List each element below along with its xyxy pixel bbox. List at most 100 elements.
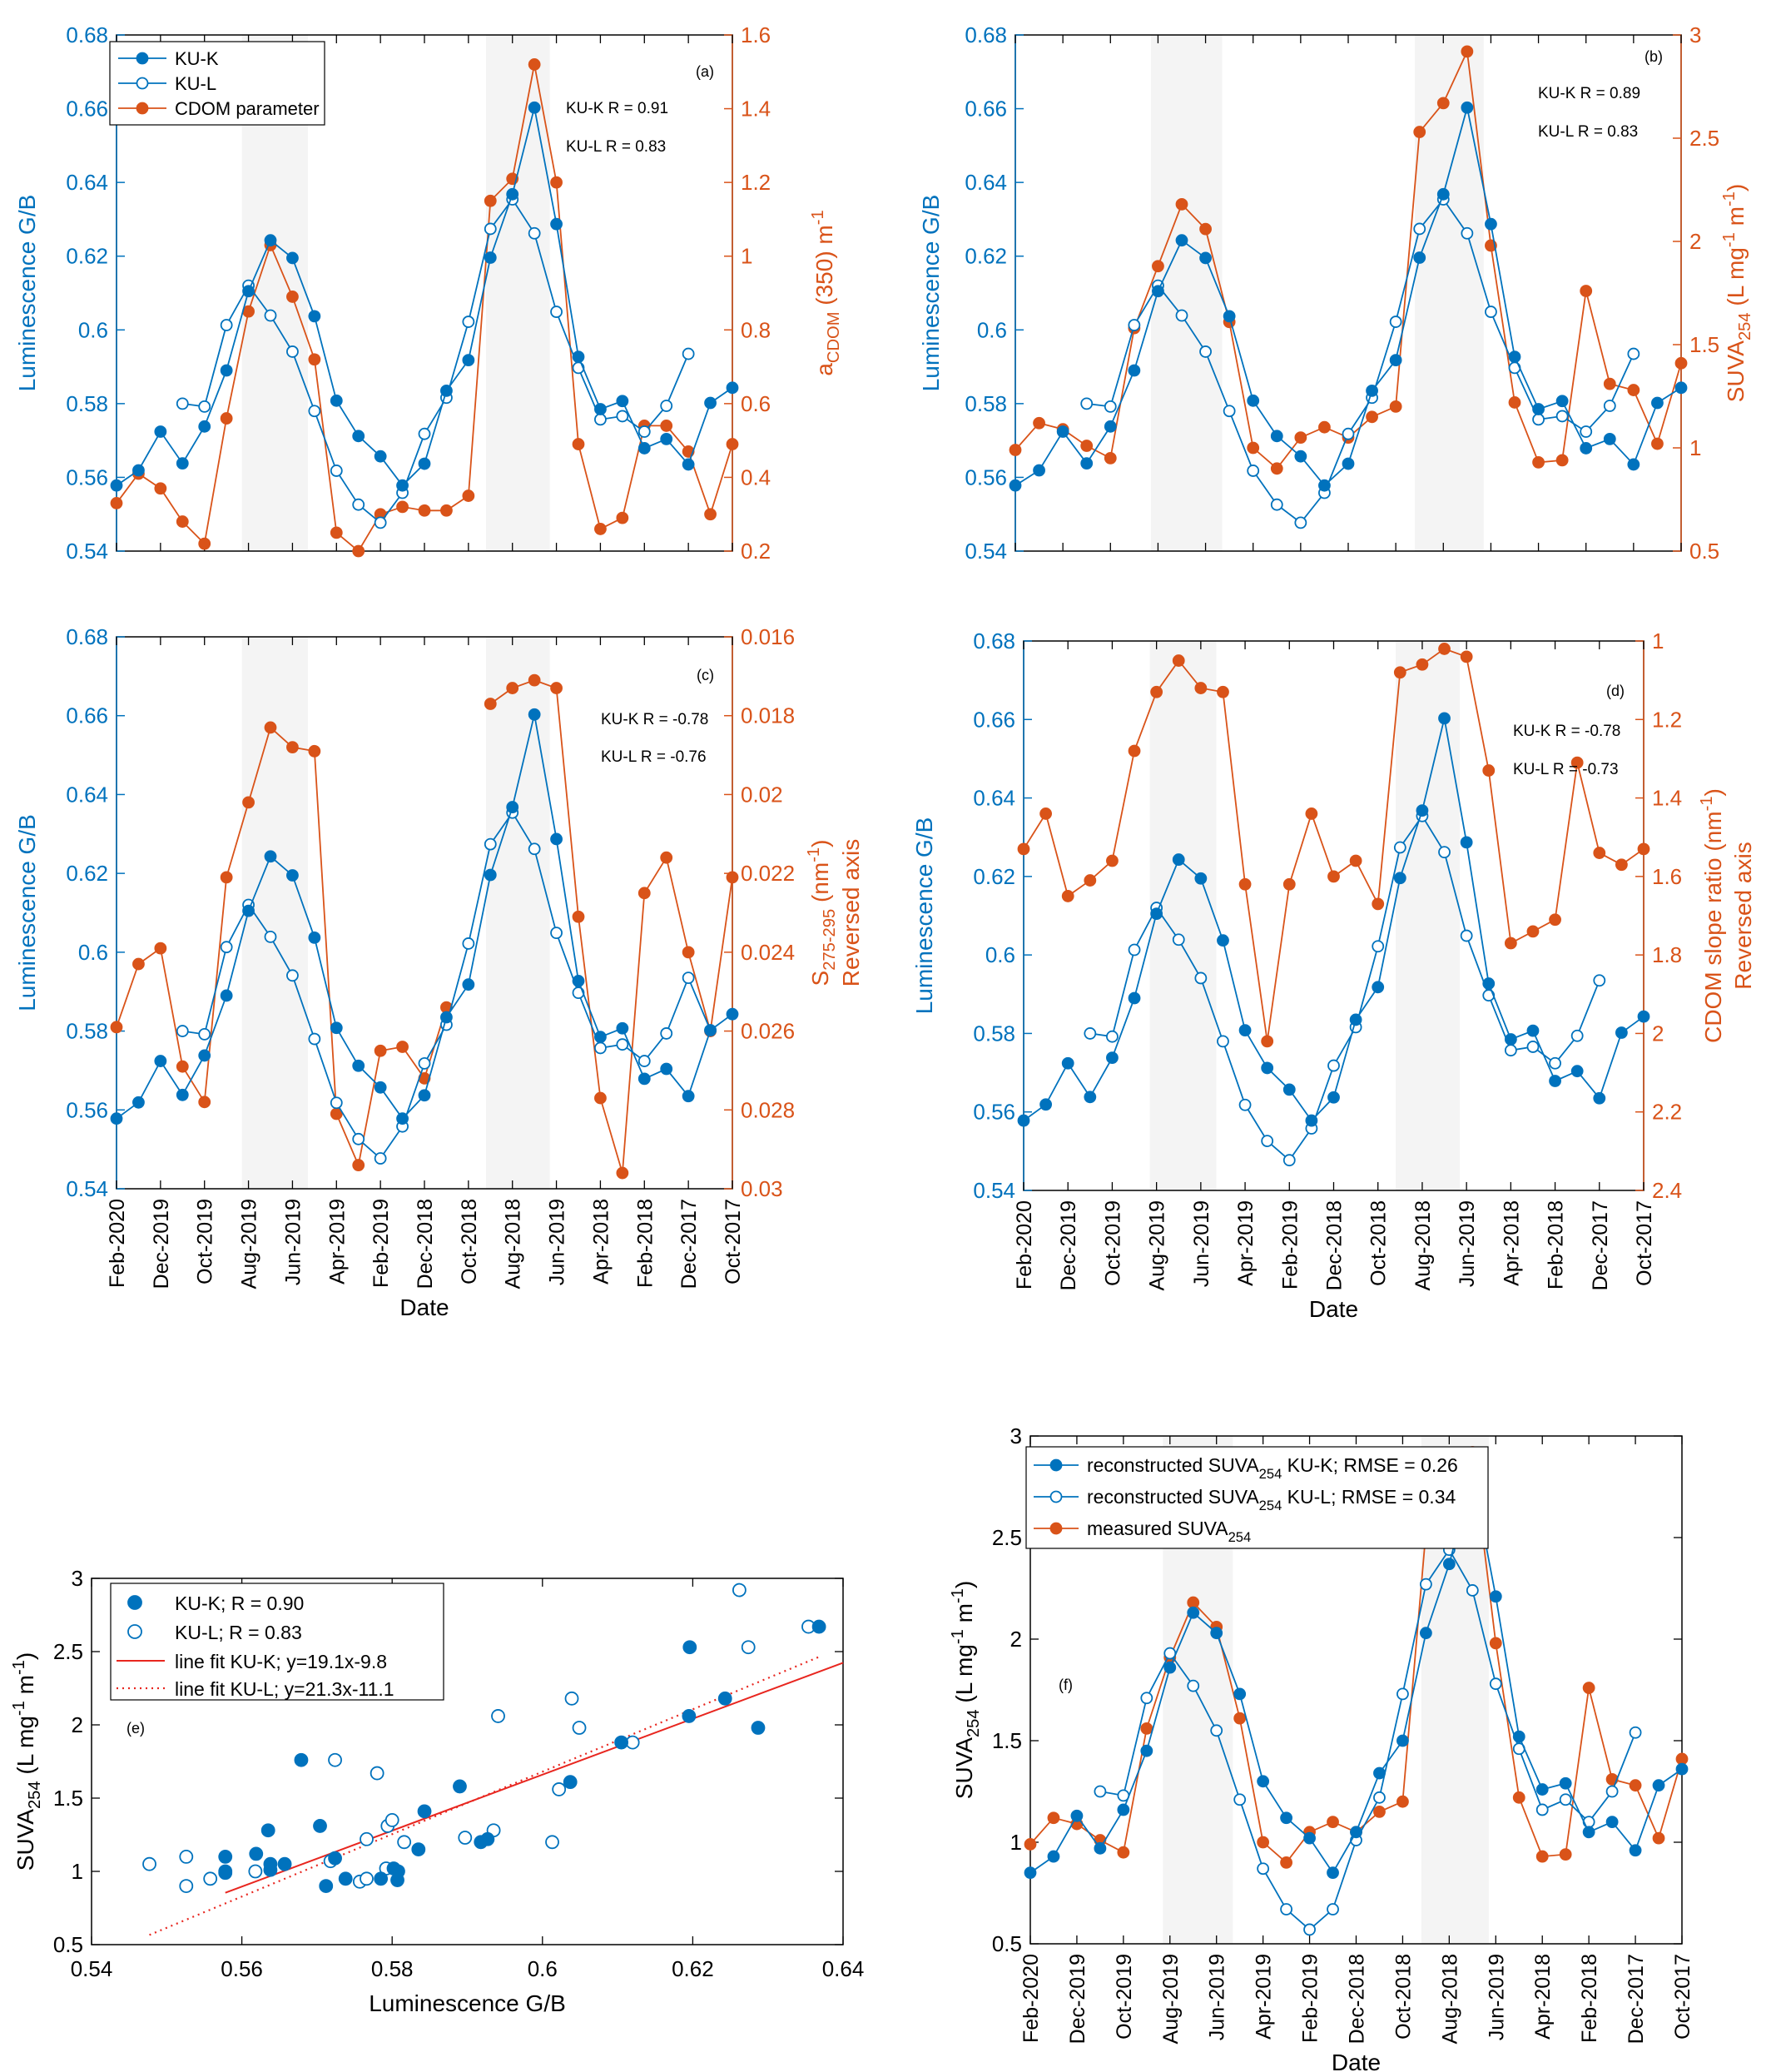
kuk-series-marker: [330, 1021, 343, 1035]
cdom-series-marker: [242, 796, 255, 809]
y-tick-label-left: 0.62: [973, 864, 1015, 889]
x-tick-label: Jun-2019: [1485, 1954, 1508, 2040]
kuk-series-marker: [550, 832, 563, 846]
plot-frame: [91, 1578, 844, 1945]
x-axis-title: Date: [1309, 1296, 1358, 1322]
kuk-series-marker: [1009, 479, 1022, 492]
x-tick-label: Feb-2018: [1578, 1954, 1601, 2043]
y-tick-label-left: 0.6: [78, 940, 108, 965]
kul-series-marker: [1104, 400, 1117, 413]
y-tick-label-right: 1.2: [1652, 707, 1682, 732]
cdom-series-marker: [594, 523, 607, 535]
kuk-series-marker: [308, 310, 321, 323]
recon-kuk-series-marker: [1163, 1661, 1177, 1674]
kul-series-marker: [616, 410, 629, 423]
x-tick-label: Oct-2018: [1367, 1200, 1391, 1286]
kuk-series-marker: [1555, 395, 1569, 408]
cdom-series-marker: [660, 420, 673, 432]
kuk-series-marker: [264, 850, 277, 863]
measured-series-marker: [1233, 1712, 1247, 1725]
kul-series-marker: [1342, 427, 1355, 440]
cdom-series-marker: [1152, 260, 1164, 273]
cdom-series-marker: [1438, 643, 1451, 655]
cdom-series-marker: [1270, 462, 1283, 475]
cdom-series-marker: [550, 176, 563, 189]
legend-swatch-marker: [136, 52, 149, 65]
panel-label: (b): [1644, 48, 1663, 65]
kuk-series-marker: [1593, 1091, 1606, 1105]
y-tick-label-left: 0.54: [965, 539, 1007, 564]
kuk-point: [313, 1819, 327, 1833]
x-tick-label: 0.6: [528, 1956, 558, 1981]
cdom-series-marker: [637, 887, 651, 900]
y-axis-title-right: CDOM slope ratio (nm-1): [1698, 788, 1726, 1043]
cdom-series-marker: [1372, 897, 1385, 911]
recon-kuk-series-marker: [1582, 1826, 1595, 1839]
kuk-point: [480, 1831, 495, 1846]
kuk-series-marker: [1033, 464, 1045, 477]
kuk-series-marker: [1305, 1114, 1318, 1127]
kuk-series-marker: [1294, 450, 1307, 463]
measured-series-marker: [1629, 1779, 1642, 1792]
cdom-series-marker: [154, 942, 167, 955]
recon-kuk-series-marker: [1070, 1809, 1084, 1822]
kuk-series-marker: [374, 1081, 387, 1094]
kuk-series-marker: [264, 234, 277, 247]
x-tick-label: Aug-2018: [1411, 1200, 1435, 1290]
y-axis-title-left: Luminescence G/B: [911, 817, 937, 1015]
kuk-series-marker: [1570, 1065, 1584, 1078]
cdom-series-marker: [462, 489, 475, 502]
recon-kuk-series-marker: [1559, 1776, 1572, 1790]
recon-kuk-series-marker: [1140, 1744, 1153, 1757]
recon-kuk-series-marker: [1257, 1775, 1270, 1788]
x-tick-label: Dec-2017: [677, 1199, 701, 1289]
measured-series-marker: [1047, 1811, 1060, 1825]
x-tick-label: 0.56: [221, 1956, 263, 1981]
x-tick-label: Aug-2018: [1438, 1954, 1461, 2044]
y-tick-label-left: 0.56: [66, 465, 108, 489]
panel-d: 0.54 0.56 0.58 0.6 0.62 0.64 0.66 0.68 1 1.2 1.4 1.…: [911, 629, 1756, 1322]
cdom-series-marker: [374, 1044, 387, 1057]
x-tick-label: Feb-2019: [1299, 1954, 1322, 2043]
y-tick-label-left: 0.64: [973, 786, 1015, 811]
panel-b: 0.54 0.56 0.58 0.6 0.62 0.64 0.66 0.68 0.5 1 1.5 2 2…: [918, 22, 1754, 564]
x-tick-label: 0.62: [672, 1956, 714, 1981]
kuk-series-marker: [1104, 420, 1117, 433]
annotation-r-kuk: KU-K R = 0.89: [1538, 85, 1640, 102]
cdom-series-marker: [1061, 890, 1074, 902]
kuk-series-marker: [1485, 217, 1497, 231]
kuk-series-marker: [1413, 251, 1426, 264]
cdom-series-marker: [1033, 416, 1045, 430]
kuk-point: [294, 1752, 309, 1767]
y-tick-label: 3: [72, 1566, 83, 1591]
kuk-series-marker: [660, 1062, 673, 1076]
kul-series-marker: [308, 405, 321, 418]
legend-swatch-marker: [1049, 1458, 1063, 1472]
kuk-series-marker: [1247, 394, 1260, 407]
cdom-series-marker: [528, 58, 541, 71]
measured-series-marker: [1652, 1831, 1665, 1845]
kuk-series-marker: [1615, 1026, 1628, 1039]
cdom-series-marker: [1261, 1035, 1274, 1048]
measured-series-marker: [1396, 1795, 1409, 1808]
cdom-series-marker: [308, 353, 321, 366]
x-tick-label: Dec-2019: [1066, 1954, 1089, 2044]
kul-series-marker: [484, 837, 497, 851]
recon-kuk-series-marker: [1094, 1841, 1107, 1855]
kuk-series-marker: [418, 1089, 431, 1102]
y-tick-label: 0.5: [53, 1932, 83, 1957]
kuk-series-marker: [176, 457, 189, 470]
x-tick-label: Dec-2017: [1589, 1200, 1612, 1290]
kul-series-marker: [1532, 413, 1545, 426]
y-tick-label-left: 0.68: [965, 22, 1007, 47]
kul-series-marker: [220, 319, 233, 331]
kuk-point: [249, 1846, 264, 1861]
kuk-series-marker: [132, 464, 145, 477]
cdom-series-marker: [572, 438, 585, 450]
x-tick-label: Dec-2018: [414, 1199, 437, 1289]
cdom-series-marker: [682, 946, 695, 959]
cdom-series-marker: [308, 744, 321, 758]
x-tick-label: Oct-2019: [194, 1199, 217, 1284]
cdom-series-marker: [1532, 455, 1545, 469]
kul-series-marker: [484, 222, 497, 236]
